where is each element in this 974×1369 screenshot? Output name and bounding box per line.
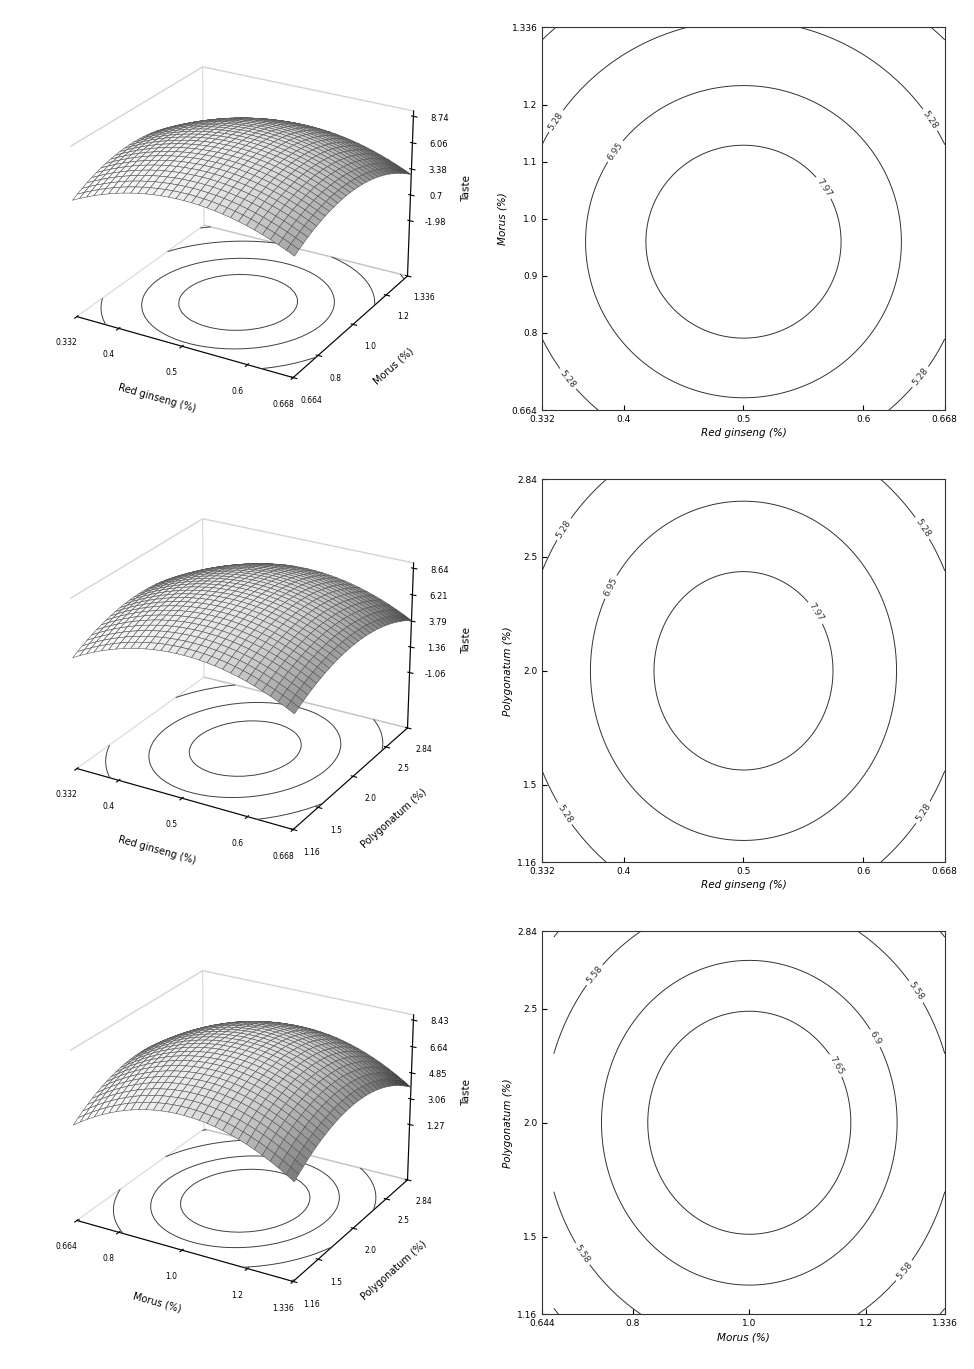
Y-axis label: Polygonatum (%): Polygonatum (%)	[359, 1239, 429, 1302]
X-axis label: Morus (%): Morus (%)	[132, 1291, 182, 1313]
Text: 5.28: 5.28	[546, 110, 565, 131]
Text: 5.58: 5.58	[894, 1259, 915, 1281]
Text: 5.58: 5.58	[907, 980, 925, 1002]
Text: 5.58: 5.58	[584, 964, 604, 986]
Text: 5.28: 5.28	[921, 108, 940, 130]
Text: 7.97: 7.97	[815, 177, 834, 199]
Y-axis label: Polygonatum (%): Polygonatum (%)	[503, 626, 513, 716]
X-axis label: Red ginseng (%): Red ginseng (%)	[117, 834, 198, 865]
Text: 5.28: 5.28	[558, 368, 578, 390]
Text: 5.58: 5.58	[573, 1243, 592, 1265]
Text: 6.95: 6.95	[606, 140, 624, 162]
Text: 5.28: 5.28	[911, 367, 930, 387]
X-axis label: Morus (%): Morus (%)	[717, 1332, 769, 1342]
Text: 5.28: 5.28	[554, 519, 573, 539]
Text: 5.28: 5.28	[555, 802, 574, 824]
X-axis label: Red ginseng (%): Red ginseng (%)	[700, 428, 786, 438]
Y-axis label: Morus (%): Morus (%)	[372, 346, 416, 386]
X-axis label: Red ginseng (%): Red ginseng (%)	[117, 382, 198, 413]
Y-axis label: Polygonatum (%): Polygonatum (%)	[359, 787, 429, 850]
Text: 7.97: 7.97	[806, 601, 825, 623]
Y-axis label: Morus (%): Morus (%)	[498, 193, 507, 245]
Text: 5.28: 5.28	[914, 517, 932, 539]
Y-axis label: Polygonatum (%): Polygonatum (%)	[503, 1077, 513, 1168]
Text: 6.9: 6.9	[868, 1029, 883, 1047]
Text: 6.95: 6.95	[602, 576, 619, 598]
Text: 7.65: 7.65	[827, 1054, 845, 1076]
Text: 5.28: 5.28	[914, 802, 932, 823]
X-axis label: Red ginseng (%): Red ginseng (%)	[700, 880, 786, 890]
